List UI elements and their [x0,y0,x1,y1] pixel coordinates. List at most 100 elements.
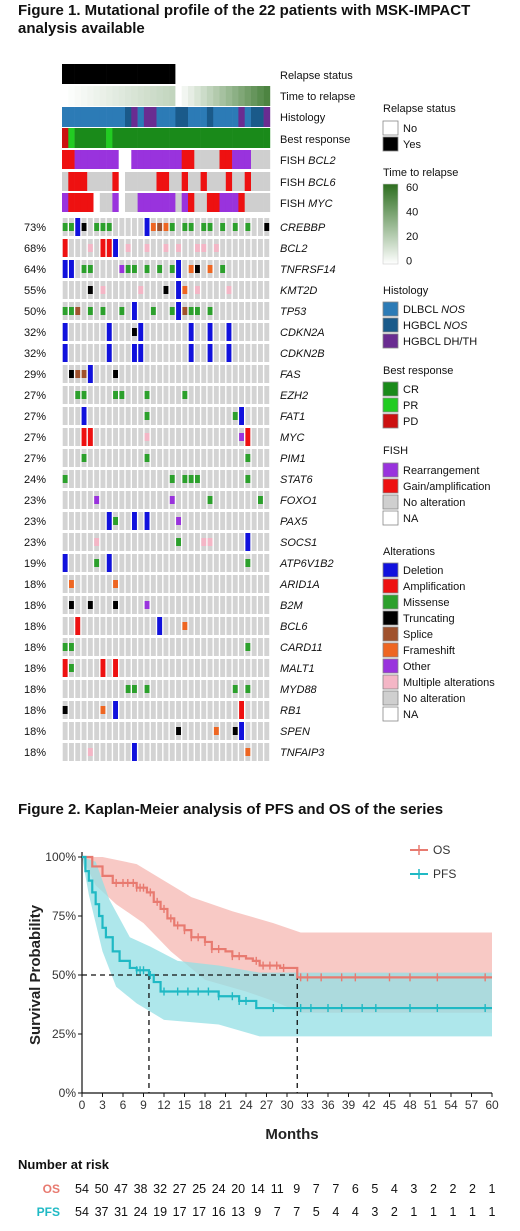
alteration-mark [169,307,175,315]
gene-cell-background [232,260,238,278]
risk-count-os: 47 [114,1182,128,1196]
alteration-deletion [62,554,68,572]
gene-cell-background [81,323,87,341]
gene-name: EZH2 [280,390,308,402]
alteration-deletion [106,344,112,362]
risk-count-os: 6 [352,1182,359,1196]
gene-cell-background [169,449,175,467]
gene-cell-background [94,323,100,341]
gene-cell-background [81,470,87,488]
gene-cell-background [226,617,232,635]
response-cell [62,128,69,148]
alteration-deletion [113,239,118,257]
gene-cell-background [213,596,219,614]
gene-cell-background [207,281,213,299]
gene-cell-background [195,722,200,740]
alteration-mark [87,286,93,294]
alteration-deletion [132,344,137,362]
fish-cell [80,193,88,212]
alteration-mark [87,265,93,273]
gene-cell-background [264,722,270,740]
gene-name: ARID1A [279,579,320,591]
gene-cell-background [207,386,213,404]
gene-name: CDKN2A [280,327,325,339]
time-cell [251,86,258,106]
response-cell [257,128,264,148]
fish-cell [62,172,69,191]
legend-swatch [382,642,399,658]
histology-cell [156,107,164,127]
histology-cell [162,107,170,127]
gene-cell-background [157,743,163,761]
gene-cell-background [69,386,74,404]
risk-count-os: 11 [271,1182,284,1196]
risk-count-os: 2 [469,1182,476,1196]
legend-swatch [382,578,399,594]
gene-cell-background [81,344,87,362]
gene-cell-background [213,386,219,404]
gene-cell-background [207,722,213,740]
gene-cell-background [106,365,112,383]
gene-cell-background [150,701,156,719]
legend-label: Missense [403,597,449,609]
alteration-mark [113,601,118,609]
gene-percent: 24% [24,474,46,486]
gene-cell-background [195,617,200,635]
alteration-mark [245,454,251,462]
alteration-mark [188,223,194,231]
legend-label: Multiple alterations [403,677,495,689]
gene-cell-background [106,701,112,719]
legend-label: No [403,123,417,135]
gene-cell-background [150,407,156,425]
gene-cell-background [125,344,131,362]
gene-cell-background [132,281,137,299]
gene-cell-background [226,428,232,446]
time-cell [257,86,264,106]
gene-cell-background [182,554,188,572]
gene-cell-background [169,680,175,698]
gene-cell-background [113,344,118,362]
gene-cell-background [264,407,270,425]
gene-cell-background [125,659,131,677]
gene-cell-background [81,512,87,530]
risk-count-os: 38 [134,1182,148,1196]
gene-cell-background [69,743,74,761]
risk-count-pfs: 16 [212,1205,226,1219]
gene-cell-background [69,470,74,488]
gene-cell-background [100,638,106,656]
gene-cell-background [163,659,169,677]
histology-cell [99,107,107,127]
gene-cell-background [220,596,226,614]
gene-cell-background [144,638,150,656]
gene-cell-background [188,281,194,299]
fish-cell [125,150,132,169]
gene-cell-background [75,659,81,677]
risk-count-os: 20 [231,1182,245,1196]
gene-cell-background [264,701,270,719]
gene-cell-background [207,575,213,593]
gene-cell-background [258,281,263,299]
gene-cell-background [220,239,226,257]
gene-cell-background [125,617,131,635]
fish-cell [62,193,69,212]
gene-cell-background [207,638,213,656]
gene-cell-background [251,323,257,341]
gene-cell-background [201,407,207,425]
relapse-cell [251,64,258,84]
gene-cell-background [132,659,137,677]
gene-cell-background [182,533,188,551]
gene-cell-background [195,659,200,677]
gene-cell-background [213,638,219,656]
gene-cell-background [163,554,169,572]
alteration-deletion [245,533,251,551]
gene-name: B2M [280,600,303,612]
alteration-deletion [106,512,112,530]
gene-cell-background [239,260,244,278]
relapse-cell [112,64,119,84]
gene-cell-background [251,680,257,698]
gene-cell-background [119,701,125,719]
gene-cell-background [125,386,131,404]
risk-count-pfs: 4 [332,1205,339,1219]
histology-cell [137,107,145,127]
gene-cell-background [245,260,251,278]
